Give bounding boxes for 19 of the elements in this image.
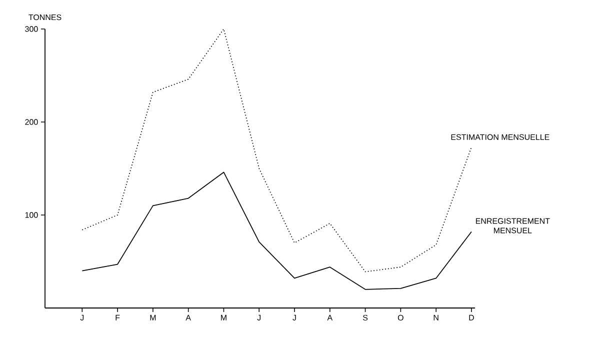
x-tick-label: F xyxy=(116,314,120,320)
x-tick-label: M xyxy=(221,314,226,320)
y-axis-title: TONNES xyxy=(28,14,62,20)
text: ESTIMATION MENSUELLE xyxy=(451,134,550,140)
x-tick-label: D xyxy=(469,314,474,320)
x-tick-label: J xyxy=(80,314,84,320)
x-tick-label: M xyxy=(150,314,156,320)
y-tick-label: 100 xyxy=(25,212,38,218)
x-tick-label: J xyxy=(257,314,261,320)
series-label: ENREGISTREMENT MENSUEL xyxy=(476,218,550,234)
x-tick-label: O xyxy=(398,314,404,321)
x-tick-label: N xyxy=(434,314,438,320)
x-tick-label: S xyxy=(362,314,368,321)
line-series xyxy=(82,172,472,290)
x-tick-label: A xyxy=(186,314,191,320)
y-tick-label: 300 xyxy=(25,26,38,32)
x-tick-label: J xyxy=(292,314,296,320)
y-tick-label: 200 xyxy=(25,119,38,125)
x-tick-label: A xyxy=(327,314,333,320)
